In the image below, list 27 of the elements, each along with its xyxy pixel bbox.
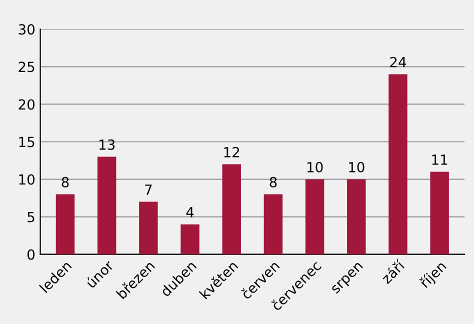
data-label: 7 <box>145 184 152 195</box>
bar <box>388 74 408 254</box>
data-label: 13 <box>100 139 115 150</box>
bar <box>305 179 324 254</box>
bar <box>264 194 283 254</box>
data-label: 8 <box>62 176 69 188</box>
bar <box>430 172 449 254</box>
bar <box>180 224 200 254</box>
bar <box>56 194 75 254</box>
data-label: 10 <box>349 162 364 172</box>
y-tick-label: 20 <box>18 99 35 110</box>
y-tick-label: 5 <box>28 212 34 222</box>
data-label: 10 <box>307 162 323 172</box>
data-label: 11 <box>432 154 448 165</box>
bar <box>347 179 366 254</box>
y-tick-label: 15 <box>19 136 34 148</box>
y-tick-label: 25 <box>18 62 34 72</box>
y-tick-label: 30 <box>18 24 35 35</box>
data-label: 12 <box>224 146 240 158</box>
bar <box>139 202 158 254</box>
data-label: 8 <box>270 176 277 188</box>
y-tick-label: 0 <box>28 249 35 260</box>
data-label: 24 <box>390 56 406 68</box>
y-tick-label: 10 <box>19 174 35 185</box>
bar <box>222 164 241 254</box>
data-label: 4 <box>186 207 194 218</box>
bar <box>97 156 116 254</box>
